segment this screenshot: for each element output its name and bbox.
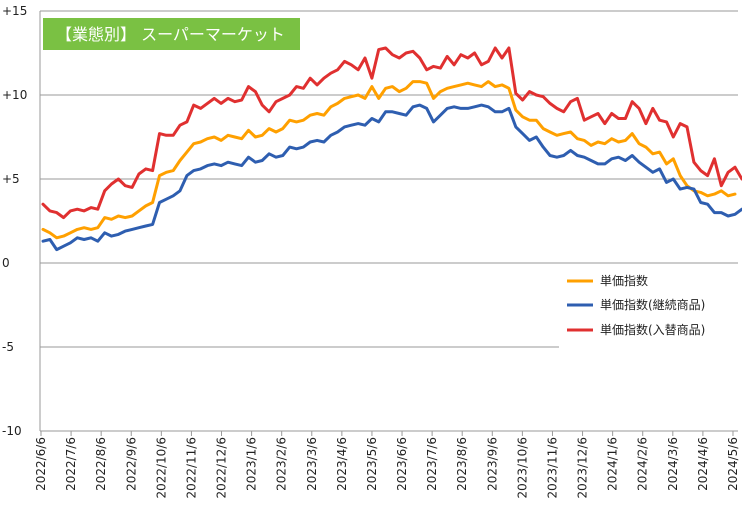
x-tick-label: 2023/6/6 bbox=[395, 437, 409, 491]
legend-label: 単価指数(入替商品) bbox=[600, 322, 705, 337]
x-tick-label: 2023/11/6 bbox=[545, 437, 559, 499]
series-lines bbox=[41, 46, 742, 252]
x-tick-label: 2023/9/6 bbox=[485, 437, 499, 491]
gridlines bbox=[39, 10, 738, 432]
x-tick-label: 2023/7/6 bbox=[425, 437, 439, 491]
x-tick-label: 2024/5/6 bbox=[726, 437, 740, 491]
x-tick-label: 2023/8/6 bbox=[455, 437, 469, 491]
y-tick-label: +5 bbox=[2, 172, 20, 186]
legend-label: 単価指数(継続商品) bbox=[600, 297, 705, 312]
title-background bbox=[43, 18, 300, 50]
x-tick-label: 2024/1/6 bbox=[606, 437, 620, 491]
x-tick-label: 2023/12/6 bbox=[576, 437, 590, 499]
x-axis: 2022/6/6 2022/7/6 2022/8/6 2022/9/6 2022/10/… bbox=[34, 431, 740, 499]
x-tick-label: 2022/6/6 bbox=[34, 437, 48, 491]
series-line bbox=[41, 103, 742, 252]
x-tick-label: 2023/4/6 bbox=[335, 437, 349, 491]
x-tick-label: 2024/2/6 bbox=[636, 437, 650, 491]
legend-label: 単価指数 bbox=[600, 273, 648, 288]
x-tick-label: 2022/8/6 bbox=[94, 437, 108, 491]
y-tick-label: -10 bbox=[2, 424, 22, 438]
x-tick-label: 2022/12/6 bbox=[215, 437, 229, 499]
x-tick-label: 2022/11/6 bbox=[184, 437, 198, 499]
x-tick-label: 2024/4/6 bbox=[696, 437, 710, 491]
series-line bbox=[41, 46, 742, 220]
y-tick-label: +15 bbox=[2, 4, 27, 18]
x-tick-label: 2024/3/6 bbox=[666, 437, 680, 491]
x-tick-label: 2023/2/6 bbox=[275, 437, 289, 491]
y-tick-label: 0 bbox=[2, 256, 10, 270]
x-tick-label: 2023/5/6 bbox=[365, 437, 379, 491]
x-tick-label: 2022/9/6 bbox=[124, 437, 138, 491]
x-tick-label: 2022/7/6 bbox=[64, 437, 78, 491]
y-tick-label: +10 bbox=[2, 88, 27, 102]
y-axis: +15 +10 +5 0 -5 -10 bbox=[2, 4, 27, 438]
chart-title-box: 【業態別】 スーパーマーケット bbox=[43, 18, 300, 50]
x-tick-label: 2023/10/6 bbox=[515, 437, 529, 499]
x-tick-label: 2023/3/6 bbox=[305, 437, 319, 491]
x-tick-label: 2022/10/6 bbox=[154, 437, 168, 499]
series-line bbox=[41, 80, 737, 240]
y-tick-label: -5 bbox=[2, 340, 14, 354]
x-tick-label: 2023/1/6 bbox=[245, 437, 259, 491]
chart-title: 【業態別】 スーパーマーケット bbox=[56, 25, 285, 44]
